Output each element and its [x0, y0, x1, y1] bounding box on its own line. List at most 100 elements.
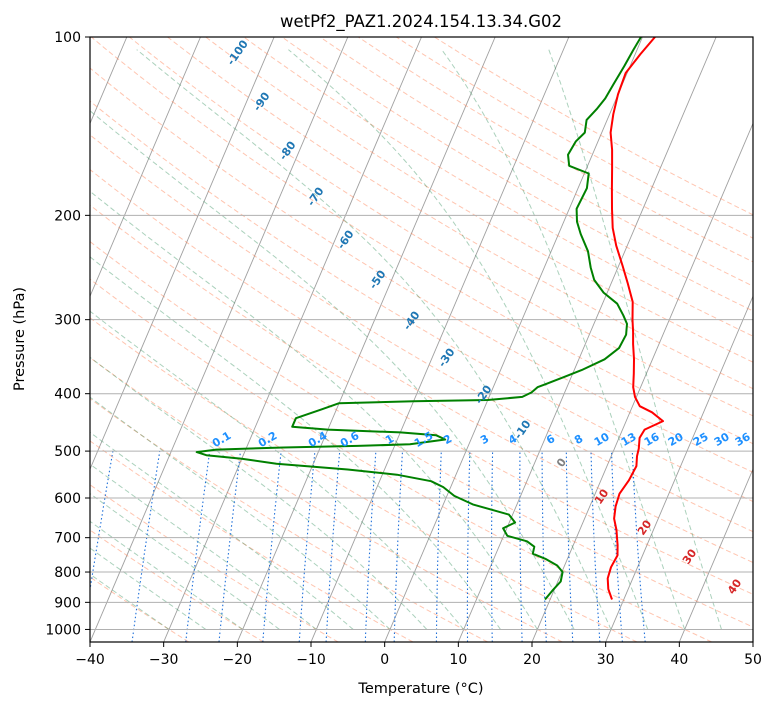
- x-tick-label: −40: [75, 652, 105, 668]
- dry-adiabat-label: -90: [251, 90, 273, 114]
- dry-adiabat-line: [90, 356, 563, 642]
- dry-adiabat-line: [129, 37, 753, 417]
- x-tick-label: −20: [223, 652, 253, 668]
- moist-adiabat-line: [90, 256, 501, 630]
- mixing-ratio-line: [262, 451, 282, 642]
- mixing-ratio-line: [631, 451, 646, 642]
- x-axis: −40 −30 −20 −10 0 10 20 30 40 50: [75, 642, 762, 668]
- mixing-ratio-label: 0.6: [338, 429, 362, 450]
- y-tick-label: 400: [54, 387, 81, 403]
- moist-adiabat-line: [90, 573, 170, 630]
- mixing-ratio-label: 2: [441, 432, 454, 447]
- dry-adiabat-line: [90, 134, 753, 533]
- mixing-ratio-label: 10: [592, 430, 612, 449]
- x-tick-label: −30: [149, 652, 179, 668]
- x-tick-label: −10: [296, 652, 326, 668]
- dry-adiabat-label: -60: [335, 228, 357, 252]
- y-tick-label: 700: [54, 531, 81, 547]
- mixing-ratio-line: [466, 451, 471, 642]
- isotherm-line: [90, 37, 201, 298]
- mixing-ratio-line: [218, 451, 242, 642]
- x-tick-label: 20: [523, 652, 541, 668]
- dry-adiabat-line: [90, 100, 753, 503]
- dry-adiabat-line: [167, 37, 753, 390]
- y-tick-label: 100: [54, 30, 81, 46]
- x-tick-label: 10: [449, 652, 467, 668]
- mixing-ratio-label: 1.5: [412, 429, 435, 450]
- dry-adiabat-label: 10: [592, 486, 612, 506]
- y-tick-label: 600: [54, 491, 81, 507]
- moist-adiabat-line: [90, 493, 280, 630]
- line-labels: -100-90-80-70-60-50-40-30-20-10010203040…: [210, 37, 753, 596]
- dry-adiabat-line: [90, 37, 753, 445]
- mixing-ratio-label: 25: [691, 430, 711, 449]
- isotherm-line: [163, 37, 422, 642]
- mixing-ratio-line: [364, 451, 377, 642]
- mixing-ratio-line: [185, 451, 211, 642]
- y-tick-label: 800: [54, 565, 81, 581]
- x-tick-label: 0: [380, 652, 389, 668]
- dry-adiabat-line: [90, 168, 753, 564]
- dry-adiabat-line: [90, 278, 712, 642]
- y-tick-label: 300: [54, 313, 81, 329]
- dry-adiabat-label: -30: [436, 346, 458, 370]
- x-tick-label: 50: [744, 652, 762, 668]
- moist-adiabat-line: [288, 49, 649, 630]
- y-tick-label: 1000: [45, 622, 81, 638]
- moist-adiabat-line: [90, 547, 207, 630]
- dry-adiabat-label: -20: [473, 383, 495, 407]
- mixing-ratio-label: 36: [733, 430, 753, 449]
- dry-adiabat-label: -50: [367, 268, 389, 292]
- moist-adiabat-line: [441, 49, 686, 630]
- dry-adiabat-label: 0: [554, 456, 569, 470]
- dry-adiabat-line: [90, 204, 753, 595]
- dry-adiabat-line: [243, 37, 753, 337]
- chart-title: wetPf2_PAZ1.2024.154.13.34.G02: [280, 12, 562, 32]
- mixing-ratio-line: [435, 451, 442, 642]
- moist-adiabat-line: [90, 356, 428, 630]
- temperature-profile: [606, 37, 664, 600]
- isotherm-line: [90, 37, 275, 471]
- dry-adiabat-line: [90, 317, 638, 642]
- x-tick-label: 30: [597, 652, 615, 668]
- mixing-ratio-label: 3: [478, 432, 491, 447]
- isotherm-line: [384, 37, 643, 642]
- dry-adiabat-line: [434, 37, 753, 216]
- y-tick-label: 500: [54, 444, 81, 460]
- dry-adiabat-line: [281, 37, 753, 312]
- dry-adiabat-line: [90, 440, 414, 642]
- mixing-ratio-line: [131, 451, 161, 642]
- isotherm-line: [457, 37, 717, 642]
- y-axis-title: Pressure (hPa): [12, 287, 28, 391]
- dry-adiabat-label: -40: [401, 309, 423, 333]
- dry-adiabat-line: [90, 397, 488, 642]
- dry-adiabat-line: [90, 484, 339, 642]
- mixing-ratio-line: [90, 451, 114, 594]
- isotherm-line: [531, 122, 753, 642]
- moist-adiabat-line: [136, 49, 612, 630]
- mixing-ratio-line: [298, 451, 316, 642]
- x-axis-title: Temperature (°C): [357, 681, 483, 697]
- sounding-profiles: [195, 37, 664, 601]
- isotherm-line: [90, 37, 349, 642]
- y-tick-label: 900: [54, 595, 81, 611]
- dry-adiabat-line: [90, 529, 264, 642]
- dry-adiabat-label: -100: [224, 37, 251, 67]
- dry-adiabat-line: [357, 37, 753, 263]
- dry-adiabat-line: [90, 67, 753, 473]
- isotherm-line: [678, 467, 753, 642]
- moist-adiabat-line: [90, 110, 575, 630]
- x-tick-label: 40: [670, 652, 688, 668]
- mixing-ratio-label: 16: [642, 430, 662, 449]
- y-tick-label: 200: [54, 208, 81, 224]
- dry-adiabat-label: 40: [725, 576, 745, 596]
- mixing-ratio-line: [565, 451, 574, 642]
- moist-adiabat-line: [548, 49, 722, 630]
- isotherm-line: [236, 37, 496, 642]
- mixing-ratio-label: 0.1: [210, 429, 233, 450]
- isotherm-line: [752, 640, 753, 642]
- moist-adiabat-line: [90, 431, 354, 630]
- mixing-ratio-label: 20: [666, 430, 686, 449]
- background-lines: [90, 37, 753, 642]
